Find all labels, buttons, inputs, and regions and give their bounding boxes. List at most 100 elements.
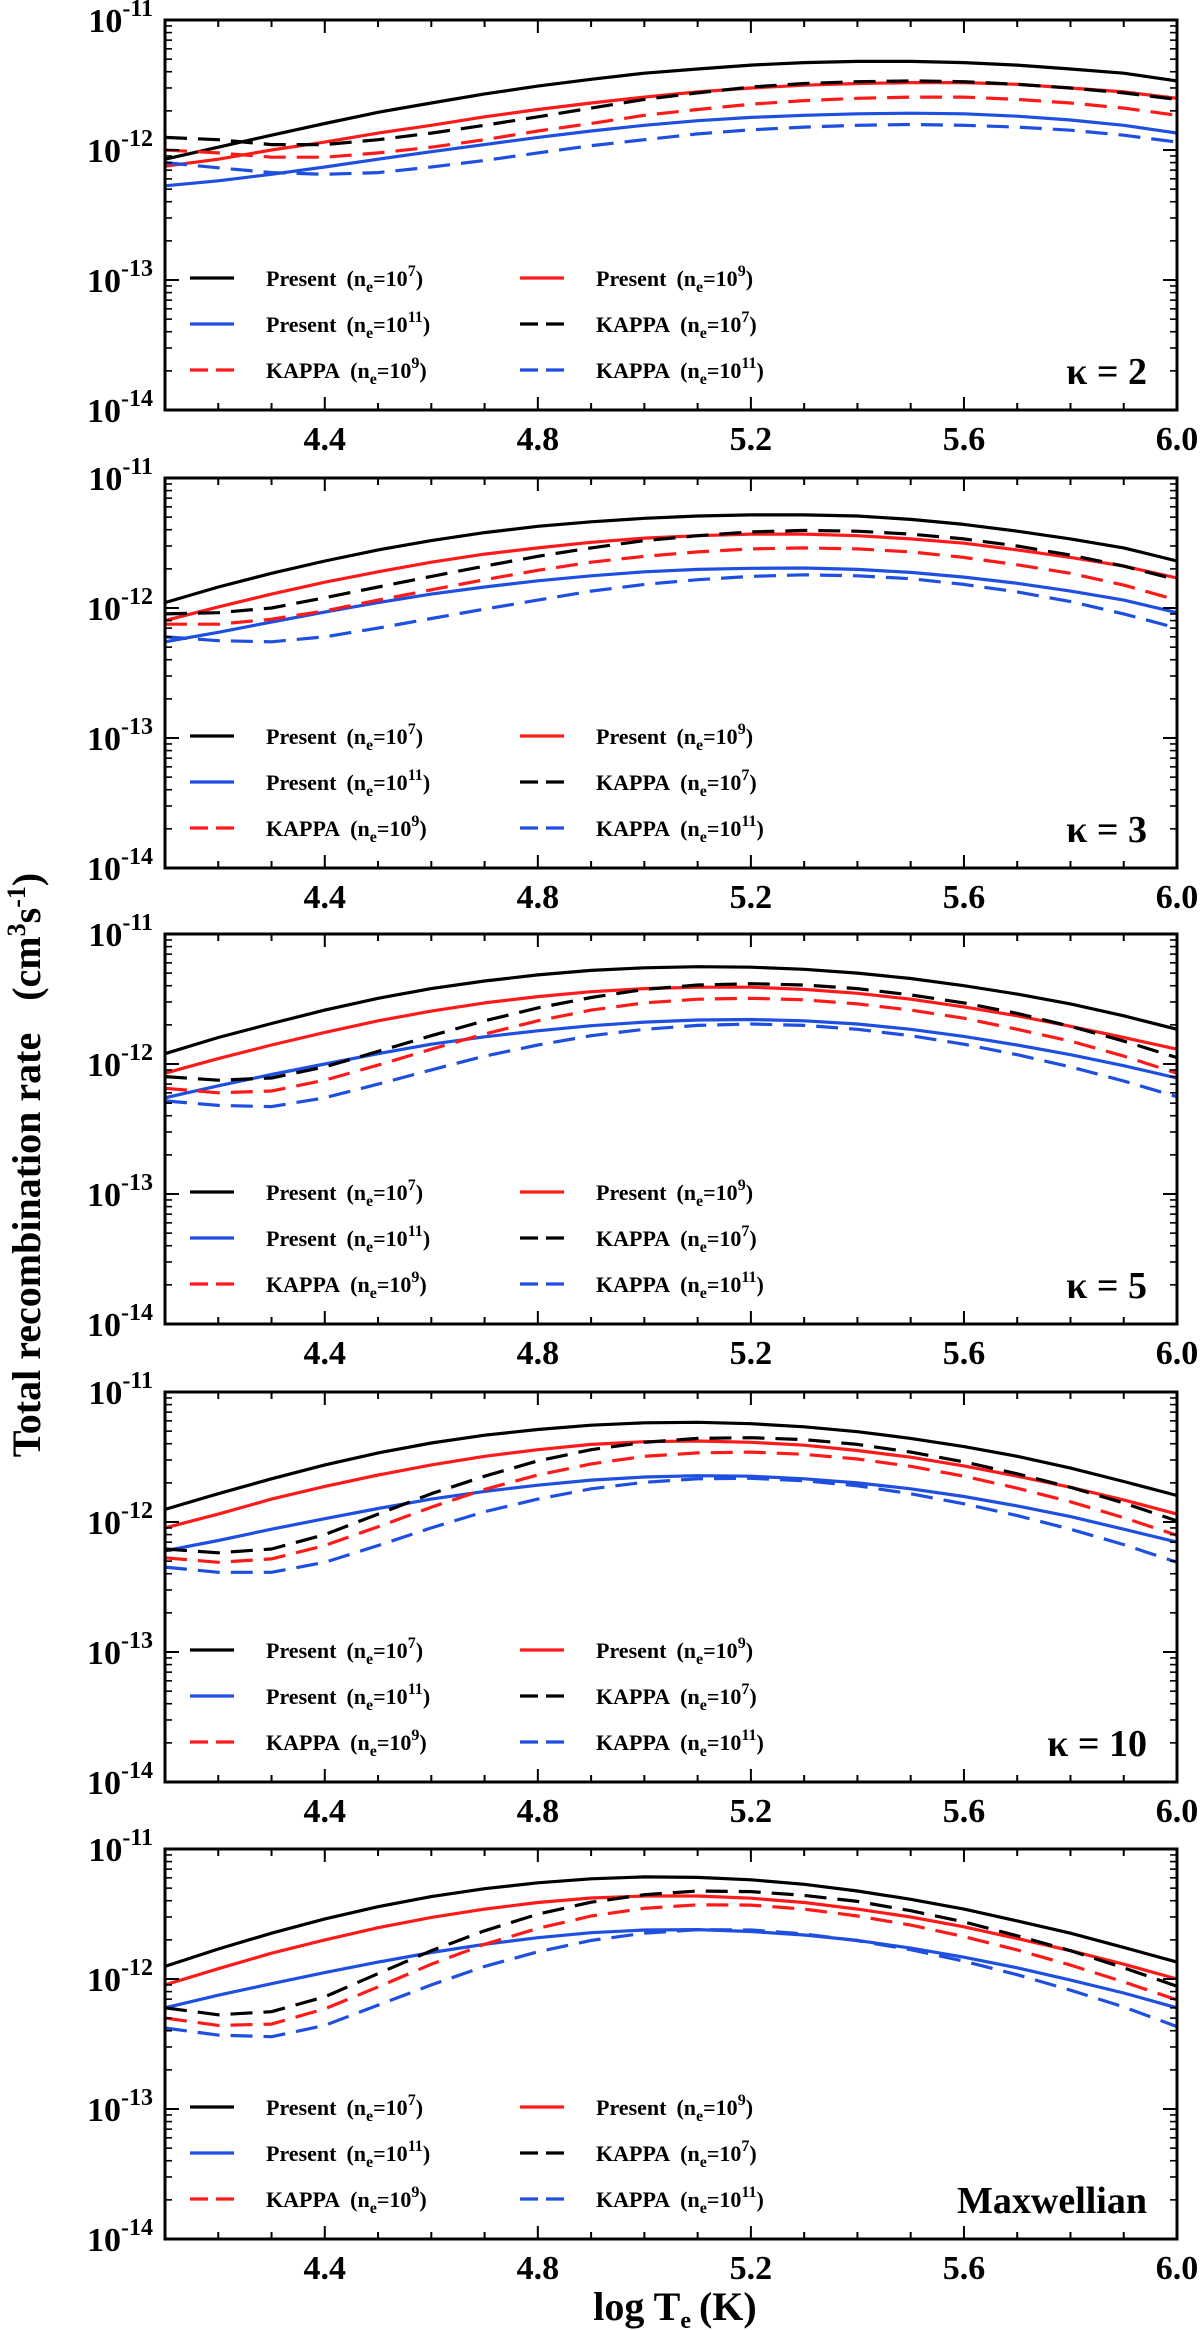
x-tick-label: 5.6 (943, 1793, 986, 1830)
legend-label: Present (ne=107) (266, 1177, 423, 1210)
legend-label: KAPPA (ne=109) (266, 2184, 427, 2217)
series-line-5 (164, 95, 1178, 159)
series-line-2 (164, 985, 1178, 1075)
legend-label: KAPPA (ne=1011) (596, 1727, 764, 1760)
series-line-1 (164, 1420, 1178, 1511)
x-ticks: 4.4 4.8 5.2 5.6 6.0 (164, 1392, 1198, 1830)
x-axis-title: log Te (K) (593, 2284, 757, 2330)
y-tick-label: 10-14 (87, 1758, 153, 1802)
x-tick-label: 5.6 (943, 421, 986, 458)
x-tick-label: 4.4 (304, 1335, 347, 1372)
x-tick-label: 6.0 (1156, 2250, 1199, 2287)
x-tick-label: 4.8 (517, 421, 560, 458)
series-line-2 (164, 1894, 1178, 1987)
chart-panel-5: 4.4 4.8 5.2 5.6 6.0 10-14 10-13 10-12 10-11 Prese… (87, 1825, 1198, 2287)
legend-label: Present (ne=1011) (266, 2138, 430, 2171)
x-tick-label: 5.2 (730, 879, 773, 916)
y-tick-label: 10-12 (87, 1040, 153, 1084)
y-tick-label: 10-11 (88, 1825, 153, 1869)
x-axis-title-suffix: (K) (699, 2284, 757, 2329)
x-tick-label: 4.8 (517, 879, 560, 916)
series-lines (164, 1875, 1178, 2039)
y-ticks: 10-14 10-13 10-12 10-11 (87, 910, 1177, 1344)
legend-label: Present (ne=109) (596, 263, 753, 296)
y-ticks: 10-14 10-13 10-12 10-11 (87, 454, 1177, 888)
x-tick-label: 5.2 (730, 1793, 773, 1830)
legend-label: KAPPA (ne=109) (266, 1269, 427, 1302)
series-line-3 (164, 1017, 1178, 1100)
series-line-5 (164, 1903, 1178, 2027)
series-line-2 (164, 1439, 1178, 1530)
y-axis-title-text: Total recombination rate (4, 1033, 49, 1457)
panel-label: κ = 10 (1047, 1723, 1147, 1765)
legend: Present (ne=107) Present (ne=109) Present (ne… (190, 1177, 764, 1302)
y-axis-unit-mid: s (4, 908, 49, 924)
series-line-4 (164, 528, 1178, 616)
series-line-1 (164, 513, 1178, 605)
series-line-4 (164, 79, 1178, 147)
plot-frame (163, 932, 1179, 1326)
legend-label: KAPPA (ne=1011) (596, 1269, 764, 1302)
legend-label: KAPPA (ne=1011) (596, 813, 764, 846)
y-tick-label: 10-11 (88, 1368, 153, 1412)
series-line-2 (164, 81, 1178, 168)
x-tick-label: 5.6 (943, 1335, 986, 1372)
y-axis-unit-base: cm (4, 936, 49, 987)
series-line-1 (164, 59, 1178, 161)
x-tick-label: 4.4 (304, 879, 347, 916)
y-tick-label: 10-13 (87, 714, 153, 758)
x-tick-label: 6.0 (1156, 1335, 1199, 1372)
panel-label: κ = 3 (1066, 809, 1147, 851)
legend-label: KAPPA (ne=107) (596, 1681, 757, 1714)
chart-panel-4: 4.4 4.8 5.2 5.6 6.0 10-14 10-13 10-12 10-11 Prese… (87, 1368, 1198, 1830)
legend-label: Present (ne=1011) (266, 309, 430, 342)
x-tick-label: 6.0 (1156, 879, 1199, 916)
x-tick-label: 5.6 (943, 879, 986, 916)
y-tick-label: 10-13 (87, 1170, 153, 1214)
y-tick-label: 10-12 (87, 584, 153, 628)
y-axis-unit-exp2: -1 (2, 886, 31, 908)
x-tick-label: 4.8 (517, 1793, 560, 1830)
series-lines (164, 965, 1178, 1109)
series-line-4 (164, 1889, 1178, 2017)
y-ticks: 10-14 10-13 10-12 10-11 (87, 1368, 1177, 1802)
series-line-6 (164, 122, 1178, 176)
plot-frame (163, 18, 1179, 412)
x-tick-label: 5.6 (943, 2250, 986, 2287)
y-tick-label: 10-14 (87, 1300, 153, 1344)
panels-group: 4.4 4.8 5.2 5.6 6.0 10-14 10-13 10-12 10-11 Prese… (87, 0, 1198, 2287)
series-lines (164, 513, 1178, 644)
x-ticks: 4.4 4.8 5.2 5.6 6.0 (164, 1849, 1199, 2287)
y-axis-unit-exp1: 3 (2, 923, 31, 936)
series-line-6 (164, 1022, 1178, 1109)
legend-label: Present (ne=109) (596, 1177, 753, 1210)
legend: Present (ne=107) Present (ne=109) Present (ne… (190, 1635, 764, 1760)
series-lines (164, 1420, 1178, 1574)
legend-label: Present (ne=109) (596, 721, 753, 754)
legend-label: Present (ne=1011) (266, 1223, 430, 1256)
plot-frame (163, 1390, 1179, 1784)
series-line-6 (164, 1928, 1178, 2039)
y-tick-label: 10-12 (87, 1955, 153, 1999)
legend-label: Present (ne=107) (266, 721, 423, 754)
x-tick-label: 5.2 (730, 1335, 773, 1372)
x-tick-label: 4.8 (517, 1335, 560, 1372)
series-line-6 (164, 573, 1178, 644)
x-tick-label: 5.2 (730, 421, 773, 458)
series-line-1 (164, 965, 1178, 1056)
series-lines (164, 59, 1178, 188)
legend-label: Present (ne=107) (266, 2092, 423, 2125)
y-tick-label: 10-13 (87, 256, 153, 300)
y-tick-label: 10-11 (88, 454, 153, 498)
series-line-5 (164, 1450, 1178, 1564)
legend-label: KAPPA (ne=109) (266, 1727, 427, 1760)
series-line-5 (165, 546, 1178, 626)
legend-label: Present (ne=109) (596, 2092, 753, 2125)
y-tick-label: 10-12 (87, 1498, 153, 1542)
y-tick-label: 10-11 (88, 0, 153, 40)
x-tick-label: 6.0 (1156, 421, 1199, 458)
series-line-3 (164, 111, 1178, 188)
legend-label: KAPPA (ne=1011) (596, 2184, 764, 2217)
plot-frame (163, 476, 1179, 870)
